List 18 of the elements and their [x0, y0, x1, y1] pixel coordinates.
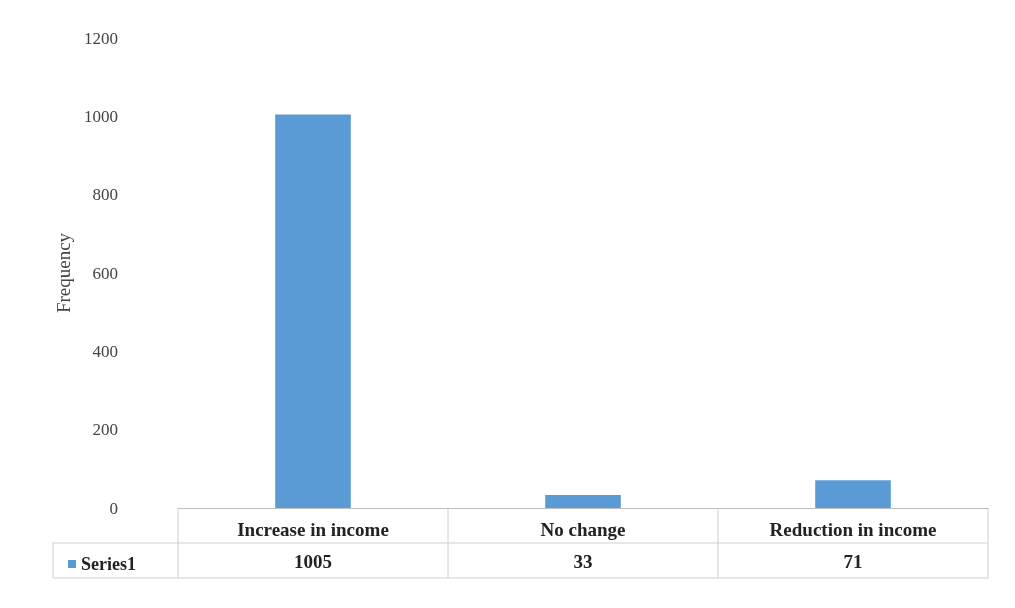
y-tick-label: 1200 [84, 28, 118, 48]
bar [275, 114, 351, 508]
y-tick-label: 400 [92, 341, 118, 361]
bar [545, 495, 621, 508]
y-tick-label: 800 [92, 185, 118, 205]
y-tick-label: 200 [92, 420, 118, 440]
data-label: 33 [573, 550, 593, 572]
bar [815, 480, 891, 508]
x-tick-label: Reduction in income [769, 519, 937, 540]
legend-label: Series1 [81, 554, 136, 574]
x-tick-label: Increase in income [237, 519, 389, 540]
y-tick-label: 600 [92, 263, 118, 283]
y-tick-label: 0 [109, 498, 118, 518]
y-axis-title: Frequency [53, 232, 75, 314]
data-label: 1005 [294, 550, 332, 572]
y-tick-label: 1000 [84, 106, 118, 126]
x-tick-label: No change [540, 519, 626, 540]
data-label: 71 [843, 550, 863, 572]
